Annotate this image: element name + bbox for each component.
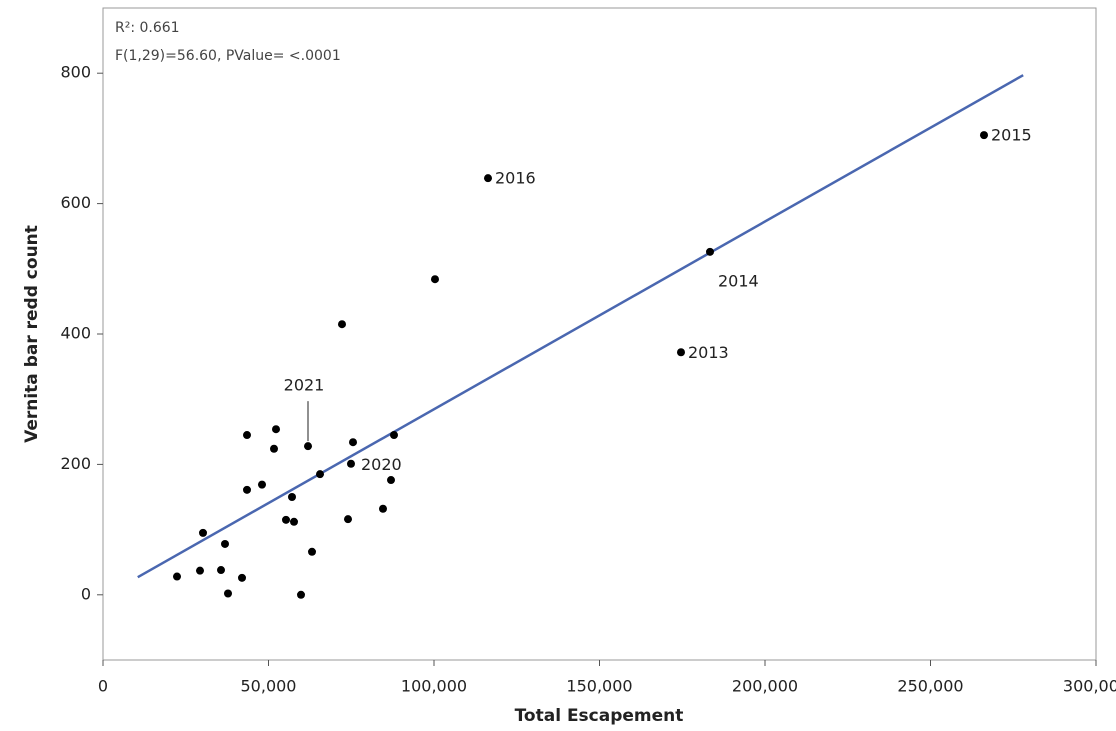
data-point <box>243 431 252 440</box>
annotation: R²: 0.661 <box>115 20 180 36</box>
x-tick-label: 100,000 <box>401 677 467 696</box>
data-point <box>346 459 355 468</box>
data-point <box>676 348 685 357</box>
y-tick-label: 600 <box>60 193 91 212</box>
point-label: 2015 <box>991 126 1032 145</box>
data-point <box>272 425 281 434</box>
x-tick-label: 250,000 <box>897 677 963 696</box>
data-point <box>308 547 317 556</box>
point-label: 2020 <box>361 455 402 474</box>
point-label: 2013 <box>688 343 729 362</box>
x-axis-title: Total Escapement <box>515 706 684 726</box>
y-tick-label: 0 <box>81 584 91 603</box>
data-point <box>223 589 232 598</box>
x-tick-label: 0 <box>98 677 108 696</box>
data-point <box>304 442 313 451</box>
data-point <box>316 470 325 479</box>
data-point <box>217 566 226 575</box>
point-label: 2016 <box>495 169 536 188</box>
data-point <box>337 320 346 329</box>
data-point <box>220 539 229 548</box>
data-point <box>389 431 398 440</box>
data-point <box>195 566 204 575</box>
data-point <box>979 131 988 140</box>
data-point <box>290 517 299 526</box>
fit-line <box>137 74 1024 579</box>
x-tick-label: 150,000 <box>566 677 632 696</box>
data-point <box>198 528 207 537</box>
data-point <box>281 515 290 524</box>
data-point <box>270 444 279 453</box>
data-point <box>288 493 297 501</box>
data-point <box>483 174 492 183</box>
point-label: 2021 <box>284 376 325 395</box>
y-tick-label: 200 <box>60 454 91 473</box>
data-point <box>243 485 252 494</box>
data-point <box>378 504 387 513</box>
y-tick-label: 800 <box>60 63 91 82</box>
point-label: 2014 <box>718 271 759 290</box>
plot-frame <box>102 7 1097 661</box>
data-point <box>173 572 182 581</box>
annotation: F(1,29)=56.60, PValue= <.0001 <box>115 48 341 64</box>
data-point <box>257 480 266 489</box>
data-point <box>706 247 715 256</box>
data-point <box>386 476 395 485</box>
data-point <box>238 573 247 582</box>
y-axis-title: Vernita bar redd count <box>22 225 42 443</box>
data-point <box>297 590 306 599</box>
data-point <box>343 515 352 524</box>
x-tick-label: 200,000 <box>732 677 798 696</box>
x-tick-label: 50,000 <box>241 677 297 696</box>
y-tick-label: 400 <box>60 324 91 343</box>
x-tick-label: 300,000 <box>1063 677 1116 696</box>
data-point <box>430 275 439 284</box>
data-point <box>349 438 358 447</box>
